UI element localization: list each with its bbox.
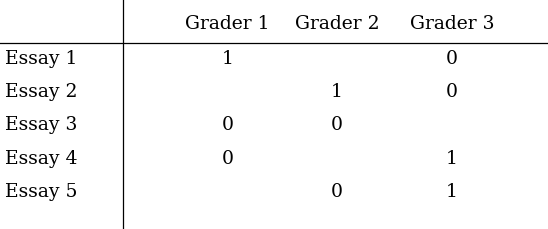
Text: 0: 0 <box>446 83 458 101</box>
Text: Grader 3: Grader 3 <box>410 15 494 33</box>
Text: Essay 3: Essay 3 <box>5 116 78 134</box>
Text: Essay 4: Essay 4 <box>5 149 78 167</box>
Text: 0: 0 <box>221 116 233 134</box>
Text: Grader 2: Grader 2 <box>295 15 379 33</box>
Text: Essay 5: Essay 5 <box>5 182 78 200</box>
Text: 1: 1 <box>221 49 233 67</box>
Text: 1: 1 <box>331 83 343 101</box>
Text: Essay 1: Essay 1 <box>5 49 78 67</box>
Text: 1: 1 <box>446 149 458 167</box>
Text: 0: 0 <box>446 49 458 67</box>
Text: 0: 0 <box>331 182 343 200</box>
Text: 1: 1 <box>446 182 458 200</box>
Text: 0: 0 <box>221 149 233 167</box>
Text: Essay 2: Essay 2 <box>5 83 78 101</box>
Text: Grader 1: Grader 1 <box>185 15 270 33</box>
Text: 0: 0 <box>331 116 343 134</box>
